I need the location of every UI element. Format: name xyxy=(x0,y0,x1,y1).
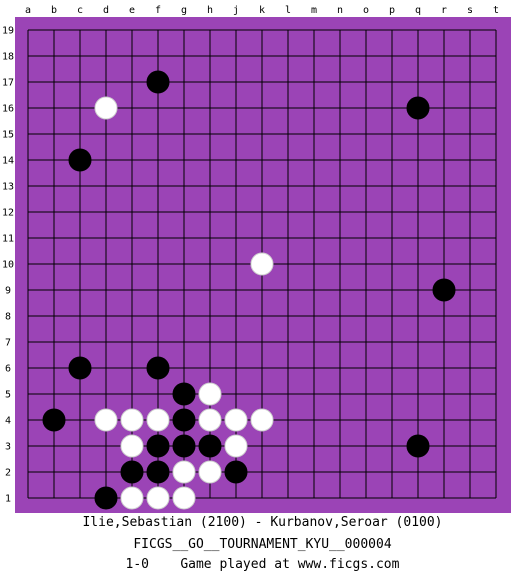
white-stone xyxy=(120,434,144,458)
row-label: 10 xyxy=(2,260,14,271)
column-label: m xyxy=(311,5,317,16)
column-label: g xyxy=(181,5,187,16)
black-stone xyxy=(406,96,430,120)
white-stone xyxy=(224,408,248,432)
black-stone xyxy=(172,382,196,406)
white-stone xyxy=(198,382,222,406)
column-label: h xyxy=(207,5,213,16)
row-label: 1 xyxy=(5,494,11,505)
column-label: t xyxy=(493,5,499,16)
column-label: o xyxy=(363,5,369,16)
black-stone xyxy=(94,486,118,510)
white-stone xyxy=(198,408,222,432)
black-stone xyxy=(120,460,144,484)
white-stone xyxy=(172,460,196,484)
column-label: s xyxy=(467,5,473,16)
white-stone xyxy=(120,486,144,510)
stones xyxy=(42,70,456,510)
black-stone xyxy=(146,70,170,94)
row-label: 17 xyxy=(2,78,14,89)
white-stone xyxy=(146,408,170,432)
row-label: 5 xyxy=(5,390,11,401)
column-label: p xyxy=(389,5,395,16)
white-stone xyxy=(94,96,118,120)
black-stone xyxy=(198,434,222,458)
black-stone xyxy=(146,356,170,380)
black-stone xyxy=(42,408,66,432)
column-label: k xyxy=(259,5,265,16)
column-label: n xyxy=(337,5,343,16)
white-stone xyxy=(172,486,196,510)
white-stone xyxy=(224,434,248,458)
row-label: 4 xyxy=(5,416,11,427)
column-label: c xyxy=(77,5,83,16)
row-label: 16 xyxy=(2,104,14,115)
column-label: b xyxy=(51,5,57,16)
black-stone xyxy=(432,278,456,302)
column-label: e xyxy=(129,5,135,16)
column-label: a xyxy=(25,5,31,16)
column-label: l xyxy=(285,5,291,16)
white-stone xyxy=(120,408,144,432)
row-label: 9 xyxy=(5,286,11,297)
event-line: FICGS__GO__TOURNAMENT_KYU__000004 xyxy=(133,537,392,552)
result-line: 1-0 Game played at www.ficgs.com xyxy=(125,557,400,572)
black-stone xyxy=(146,460,170,484)
black-stone xyxy=(172,434,196,458)
column-label: q xyxy=(415,5,421,16)
row-label: 2 xyxy=(5,468,11,479)
black-stone xyxy=(172,408,196,432)
row-label: 6 xyxy=(5,364,11,375)
white-stone xyxy=(250,408,274,432)
row-label: 7 xyxy=(5,338,11,349)
row-label: 14 xyxy=(2,156,14,167)
white-stone xyxy=(146,486,170,510)
black-stone xyxy=(146,434,170,458)
row-label: 13 xyxy=(2,182,14,193)
row-label: 19 xyxy=(2,26,14,37)
column-label: j xyxy=(233,5,239,16)
row-label: 15 xyxy=(2,130,14,141)
row-label: 3 xyxy=(5,442,11,453)
black-stone xyxy=(68,148,92,172)
white-stone xyxy=(94,408,118,432)
row-label: 18 xyxy=(2,52,14,63)
row-labels: 19 18 17 16 15 14 13 12 11 10 9 8 7 6 5 4 3 2 1 xyxy=(2,26,14,505)
column-label: r xyxy=(441,5,447,16)
column-label: f xyxy=(155,5,161,16)
row-label: 8 xyxy=(5,312,11,323)
row-label: 12 xyxy=(2,208,14,219)
row-label: 11 xyxy=(2,234,14,245)
black-stone xyxy=(406,434,430,458)
white-stone xyxy=(250,252,274,276)
white-stone xyxy=(198,460,222,484)
column-label: d xyxy=(103,5,109,16)
black-stone xyxy=(224,460,248,484)
players-line: Ilie,Sebastian (2100) - Kurbanov,Seroar … xyxy=(82,515,443,530)
black-stone xyxy=(68,356,92,380)
